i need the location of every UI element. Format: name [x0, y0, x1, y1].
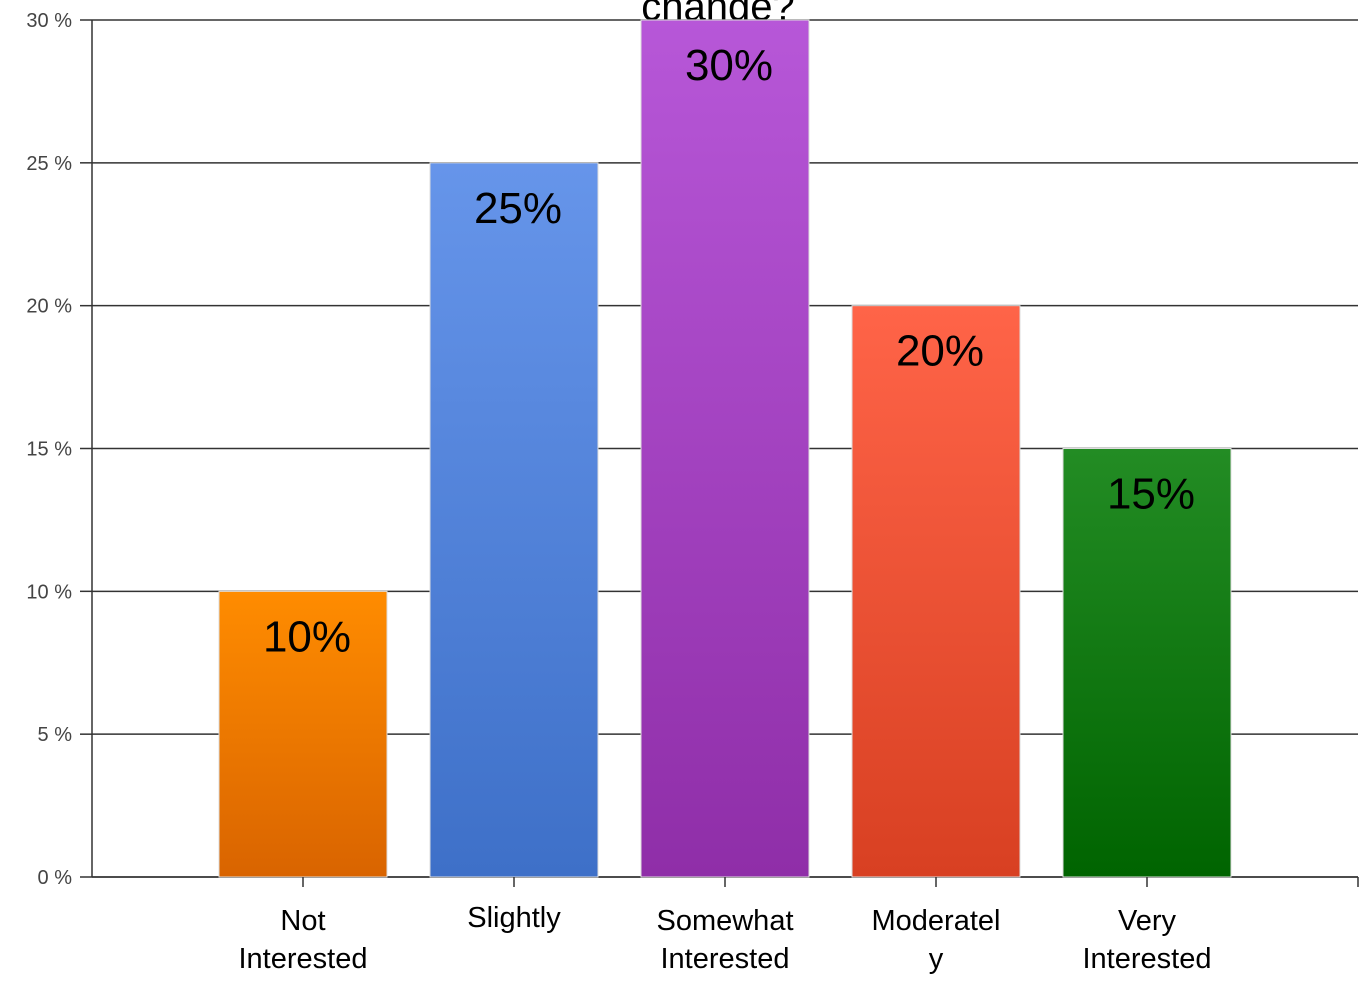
- bar: [1062, 448, 1232, 878]
- y-tick-label: 20 %: [26, 296, 72, 318]
- x-tick-label-line: Interested: [661, 943, 790, 975]
- x-tick-label-line: Moderatel: [872, 905, 1001, 937]
- bar: [429, 162, 599, 878]
- x-tick-label: Very Interested: [1083, 905, 1212, 975]
- x-tick-label-line: Very: [1118, 905, 1177, 937]
- bar: [218, 590, 388, 878]
- x-tick-label: Not Interested: [239, 905, 368, 975]
- x-tick-label-line: Slightly: [467, 902, 561, 934]
- x-tick-label-line: Not: [280, 905, 325, 937]
- x-tick-label: Moderatel y: [872, 905, 1001, 975]
- x-tick-label: Somewhat Interested: [656, 905, 793, 975]
- y-tick-label: 5 %: [38, 724, 73, 746]
- data-label: 30%: [685, 41, 773, 90]
- y-tick-label: 25 %: [26, 153, 72, 175]
- data-label: 15%: [1107, 470, 1195, 519]
- data-label: 20%: [896, 327, 984, 376]
- x-tick-label-line: Interested: [1083, 943, 1212, 975]
- bar: [640, 19, 810, 878]
- data-label: 10%: [263, 612, 351, 661]
- y-tick-label: 10 %: [26, 581, 72, 603]
- y-tick-label: 15 %: [26, 439, 72, 461]
- x-tick-label-line: Somewhat: [656, 905, 793, 937]
- x-tick-label-line: y: [929, 943, 944, 975]
- bar: [851, 305, 1021, 878]
- y-tick-label: 30 %: [26, 10, 72, 32]
- x-tick-label: Slightly: [467, 902, 561, 934]
- y-tick-label: 0 %: [38, 867, 73, 889]
- data-label: 25%: [474, 184, 562, 233]
- x-tick-label-line: Interested: [239, 943, 368, 975]
